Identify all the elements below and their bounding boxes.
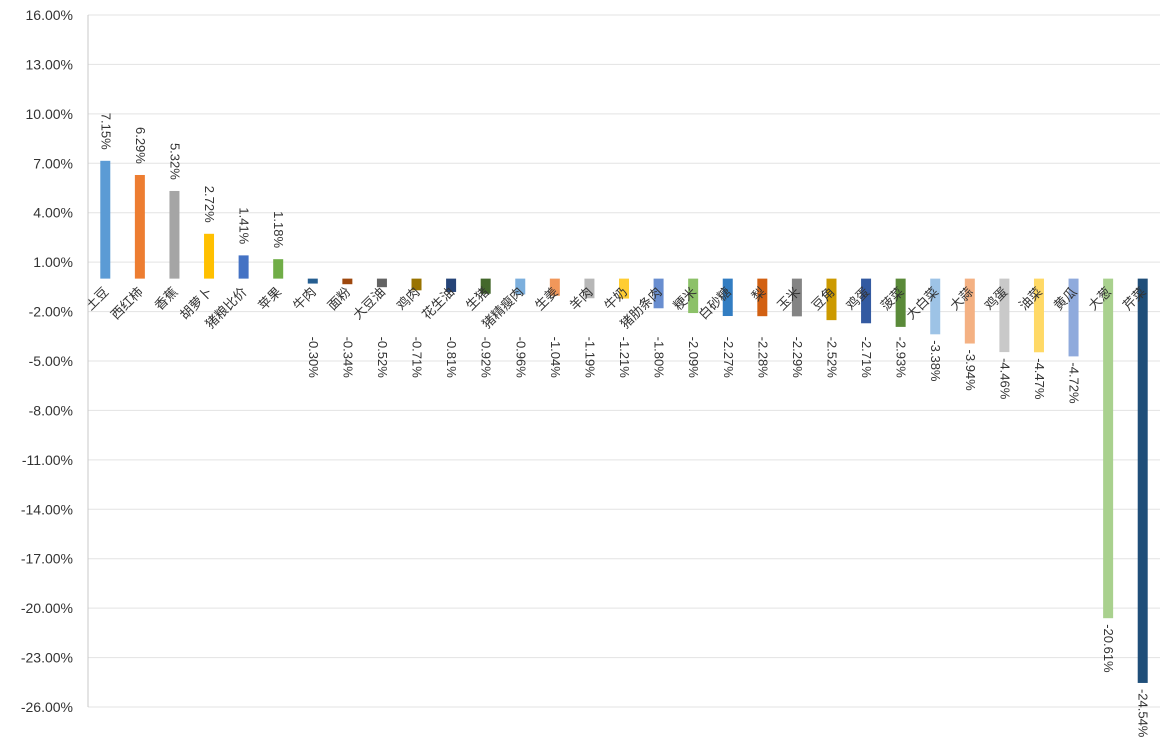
- category-label: 苹果: [256, 285, 285, 314]
- bar: [1137, 278, 1148, 683]
- data-label: -4.47%: [1032, 358, 1047, 400]
- data-label: 1.41%: [237, 207, 252, 244]
- data-label: -0.52%: [375, 337, 390, 379]
- y-tick-label: 1.00%: [33, 254, 73, 270]
- bar: [273, 259, 284, 279]
- bar: [584, 278, 595, 299]
- y-tick-label: -23.00%: [21, 650, 73, 666]
- data-label: -2.29%: [790, 337, 805, 379]
- y-tick-label: -8.00%: [29, 402, 73, 418]
- category-label: 面粉: [325, 285, 354, 314]
- bar: [653, 278, 664, 309]
- y-tick-label: -26.00%: [21, 699, 73, 715]
- data-label: -4.72%: [1067, 362, 1082, 404]
- bar: [826, 278, 837, 321]
- bar: [515, 278, 526, 295]
- data-label: -3.94%: [963, 350, 978, 392]
- category-label: 西红柿: [108, 284, 147, 323]
- category-label: 香蕉: [152, 285, 181, 314]
- data-label: -1.80%: [652, 337, 667, 379]
- bar: [688, 278, 699, 314]
- y-tick-label: 10.00%: [26, 106, 73, 122]
- y-tick-label: -20.00%: [21, 600, 73, 616]
- data-label: -0.92%: [479, 337, 494, 379]
- y-tick-label: -5.00%: [29, 353, 73, 369]
- data-label: -2.28%: [755, 337, 770, 379]
- bar: [100, 160, 111, 279]
- data-label: -24.54%: [1136, 689, 1151, 737]
- y-tick-label: -17.00%: [21, 551, 73, 567]
- gridlines: [88, 14, 1160, 708]
- data-label: -2.09%: [686, 337, 701, 379]
- data-label: 6.29%: [133, 127, 148, 164]
- bar: [861, 278, 872, 324]
- bar: [169, 190, 180, 279]
- data-label: -0.71%: [410, 337, 425, 379]
- data-label: -0.30%: [306, 337, 321, 379]
- y-tick-label: -11.00%: [22, 452, 73, 468]
- bar: [342, 278, 353, 285]
- bar: [134, 174, 145, 279]
- category-label: 土豆: [83, 285, 112, 314]
- y-tick-label: 13.00%: [26, 56, 73, 72]
- bar: [1103, 278, 1114, 619]
- bar: [480, 278, 491, 294]
- category-label: 花生油: [419, 284, 458, 323]
- y-tick-label: 16.00%: [26, 7, 73, 23]
- data-label: 5.32%: [167, 143, 182, 180]
- y-tick-label: 7.00%: [33, 155, 73, 171]
- bar: [722, 278, 733, 317]
- bar: [307, 278, 318, 284]
- data-label: -2.52%: [824, 337, 839, 379]
- data-label: -2.71%: [859, 337, 874, 379]
- y-tick-label: -14.00%: [21, 501, 73, 517]
- bar: [1068, 278, 1079, 357]
- bar: [446, 278, 457, 292]
- bar: [757, 278, 768, 317]
- data-label: 1.18%: [271, 211, 286, 248]
- data-label: -1.21%: [617, 337, 632, 379]
- data-label: -4.46%: [997, 358, 1012, 400]
- bar: [1033, 278, 1044, 353]
- data-label: -2.93%: [894, 337, 909, 379]
- bar: [964, 278, 975, 344]
- bar: [376, 278, 387, 288]
- data-label: -1.19%: [582, 337, 597, 379]
- bar: [619, 278, 629, 299]
- data-label: -1.04%: [548, 337, 563, 379]
- data-label: -3.38%: [928, 340, 943, 382]
- data-label: 2.72%: [202, 186, 217, 223]
- data-label: -0.96%: [513, 337, 528, 379]
- data-labels: 7.15% 6.29% 5.32% 2.72% 1.41% 1.18% -0.30% -0.3…: [98, 113, 1150, 737]
- y-tick-label: 4.00%: [33, 205, 73, 221]
- y-tick-label: -2.00%: [29, 304, 73, 320]
- bar: [895, 278, 906, 327]
- y-axis-tick-labels: 16.00% 13.00% 10.00% 7.00% 4.00% 1.00% -2.00% -…: [21, 7, 73, 715]
- bars: [100, 160, 1148, 683]
- bar: [999, 278, 1010, 353]
- data-label: -0.34%: [340, 337, 355, 379]
- bar: [791, 278, 802, 317]
- data-label: -20.61%: [1101, 624, 1116, 673]
- data-label: -0.81%: [444, 337, 459, 379]
- bar: [238, 255, 249, 279]
- bar: [204, 233, 215, 279]
- category-label: 牛肉: [291, 285, 320, 314]
- bar: [411, 278, 422, 291]
- bar: [549, 278, 560, 296]
- category-label: 大豆油: [351, 285, 389, 323]
- bar: [930, 278, 941, 335]
- data-label: 7.15%: [98, 113, 113, 150]
- data-label: -2.27%: [721, 337, 736, 379]
